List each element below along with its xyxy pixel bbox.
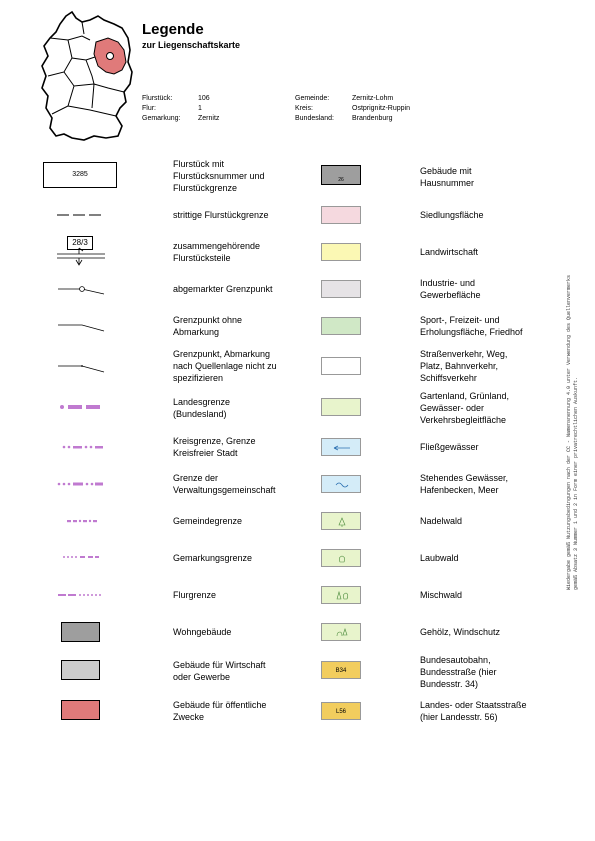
bundesstrasse-symbol: B34	[321, 661, 361, 679]
legend-label: Fließgewässer	[420, 442, 479, 452]
legend-label: Bundesautobahn, Bundesstraße (hier Bunde…	[420, 655, 497, 689]
legend-label: Gemarkungsgrenze	[173, 553, 253, 563]
industrie-symbol	[321, 280, 361, 298]
legend-label: Grenzpunkt ohne Abmarkung	[173, 315, 243, 337]
state-borders	[47, 21, 125, 117]
abgemarkt-grenzpunkt-symbol	[58, 286, 105, 295]
nadelwald-symbol	[321, 512, 361, 530]
germany-outline	[41, 10, 133, 141]
deciduous-icon	[339, 555, 345, 563]
legend-label: Siedlungsfläche	[420, 210, 484, 220]
shrub-icon	[336, 628, 348, 637]
mischwald-symbol	[321, 586, 361, 604]
strittige-grenze-symbol	[57, 214, 101, 216]
legend-label: Wohngebäude	[173, 627, 232, 637]
verwaltungsgemeinschaft-symbol	[57, 482, 103, 486]
wave-icon	[335, 482, 349, 488]
landesstrasse-symbol: L56	[321, 702, 361, 720]
legend-label: Gebäude für Wirtschaft oder Gewerbe	[173, 660, 266, 682]
legend-label: abgemarkter Grenzpunkt	[173, 284, 273, 294]
legend-label: Gartenland, Grünland, Gewässer- oder Ver…	[420, 391, 510, 425]
zusammengehoerend-symbol: 28/3	[57, 234, 105, 268]
gemarkungsgrenze-symbol	[63, 556, 99, 558]
verkehr-symbol	[321, 357, 361, 375]
legend-label: Sport-, Freizeit- und Erholungsfläche, F…	[420, 315, 523, 337]
legend-label: Industrie- und Gewerbefläche	[420, 278, 481, 300]
laubwald-symbol	[321, 549, 361, 567]
landesgrenze-symbol	[60, 405, 100, 409]
legend-label: Gebäude mit Hausnummer	[420, 166, 475, 188]
legend-label: Flurgrenze	[173, 590, 217, 600]
wohngebaeude-symbol	[61, 622, 100, 642]
legend-label: Nadelwald	[420, 516, 463, 526]
legend-label: Flurstück mit Flurstücksnummer und Flurs…	[173, 159, 265, 193]
legend-label: Landesgrenze (Bundesland)	[173, 397, 231, 419]
oeffentliches-gebaeude-symbol	[61, 700, 100, 720]
meta-key: Flur:	[142, 105, 156, 112]
legend-label: Grenze der Verwaltungsgemeinschaft	[173, 473, 276, 495]
grenzpunkt-quellenlage-symbol	[58, 365, 105, 373]
meta-left: Flurstück: 106 Flur: 1 Gemarkung: Zernitz	[142, 94, 219, 124]
meta-key: Gemeinde:	[295, 95, 330, 102]
kreisgrenze-symbol	[62, 445, 103, 449]
flurstueck-number: 3285	[72, 171, 88, 178]
meta-key: Bundesland:	[295, 115, 334, 122]
meta-value: Zernitz	[198, 115, 220, 122]
meta-value: 106	[198, 95, 210, 102]
arrow-left-icon	[333, 445, 350, 451]
page-title: Legende	[142, 21, 204, 38]
landwirtschaft-symbol	[321, 243, 361, 261]
legend-label: Stehendes Gewässer, Hafenbecken, Meer	[420, 473, 509, 495]
legend-label: Kreisgrenze, Grenze Kreisfreier Stadt	[173, 436, 256, 458]
legend-label: Straßenverkehr, Weg, Platz, Bahnverkehr,…	[420, 349, 508, 383]
meta-value: Brandenburg	[352, 115, 393, 122]
stehendes-gewaesser-symbol	[321, 475, 361, 493]
flurstueck-symbol: 3285	[43, 162, 117, 188]
legend-label: Laubwald	[420, 553, 459, 563]
meta-key: Kreis:	[295, 105, 313, 112]
siedlung-symbol	[321, 206, 361, 224]
bruch-label: 28/3	[67, 236, 93, 250]
bab-label: B34	[335, 668, 347, 674]
meta-value: Ostprignitz-Ruppin	[352, 105, 410, 112]
germany-map	[41, 10, 133, 141]
legend-label: zusammengehörende Flurstücksteile	[173, 241, 261, 263]
legend-label: Landes- oder Staatsstraße (hier Landesst…	[420, 700, 527, 722]
legend-label: Mischwald	[420, 590, 463, 600]
page-subtitle: zur Liegenschaftskarte	[142, 40, 241, 50]
license-note: Wiedergabe gemäß Nutzungsbedingungen nac…	[566, 274, 579, 590]
gebaeude-hausnummer-symbol: 26	[321, 165, 361, 185]
meta-value: 1	[198, 105, 202, 112]
legend-label: Gebäude für öffentliche Zwecke	[173, 700, 267, 722]
meta-key: Flurstück:	[142, 95, 173, 102]
wirtschaftsgebaeude-symbol	[61, 660, 100, 680]
hausnummer-label: 26	[338, 177, 344, 183]
garten-symbol	[321, 398, 361, 416]
legend-label: Landwirtschaft	[420, 247, 479, 257]
gehoelz-symbol	[321, 623, 361, 641]
sport-symbol	[321, 317, 361, 335]
landstr-label: L56	[335, 709, 346, 715]
meta-right: Gemeinde: Zernitz-Lohm Kreis: Ostprignitz-…	[295, 94, 410, 124]
legend-label: Gehölz, Windschutz	[420, 627, 501, 637]
mixed-forest-icon	[336, 590, 349, 600]
flurgrenze-symbol	[58, 594, 101, 596]
conifer-icon	[338, 517, 346, 527]
legend-label: Gemeindegrenze	[173, 516, 243, 526]
fliessgewaesser-symbol	[321, 438, 361, 456]
legend-label: Grenzpunkt, Abmarkung nach Quellenlage n…	[173, 349, 277, 383]
berlin-dot	[106, 52, 114, 60]
gemeindegrenze-symbol	[67, 519, 97, 523]
meta-key: Gemarkung:	[142, 115, 181, 122]
legend-label: strittige Flurstückgrenze	[173, 210, 269, 220]
grenzpunkt-ohne-symbol	[58, 324, 105, 332]
meta-value: Zernitz-Lohm	[352, 95, 394, 102]
